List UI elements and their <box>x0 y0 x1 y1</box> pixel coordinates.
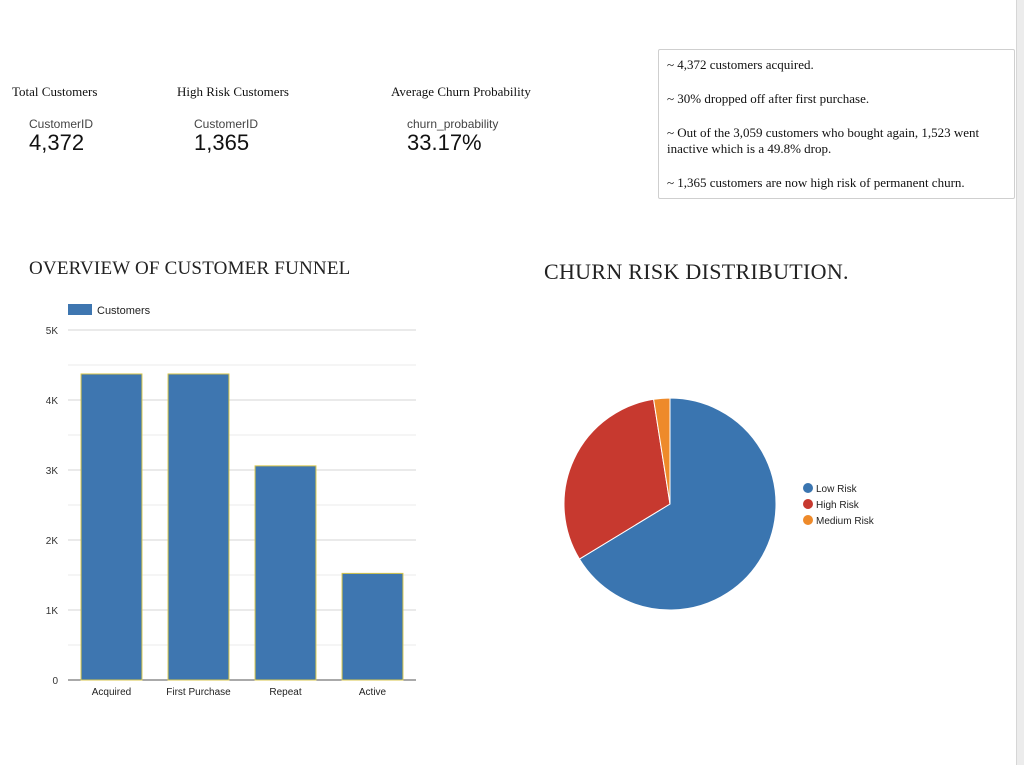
legend-swatch <box>803 515 813 525</box>
pie-slice <box>578 397 777 611</box>
insight-line: ~ 1,365 customers are now high risk of p… <box>667 175 965 190</box>
bar <box>80 373 143 681</box>
funnel-chart-title: OVERVIEW OF CUSTOMER FUNNEL <box>29 258 351 279</box>
y-tick-label: 1K <box>46 606 59 617</box>
kpi-value: 1,365 <box>194 130 250 155</box>
pie-slice <box>563 398 671 560</box>
kpi-average-churn-probability: Average Churn Probability churn_probabil… <box>391 84 531 155</box>
kpi-value: 4,372 <box>29 130 85 155</box>
x-tick-label: Acquired <box>92 687 131 698</box>
legend-label: Medium Risk <box>816 516 875 527</box>
kpi-total-customers: Total Customers CustomerID 4,372 <box>12 84 97 155</box>
kpi-field-label: churn_probability <box>407 117 499 131</box>
x-tick-label: First Purchase <box>166 687 231 698</box>
y-tick-label: 4K <box>46 396 59 407</box>
kpi-title: High Risk Customers <box>177 84 289 99</box>
kpi-field-label: CustomerID <box>194 117 259 131</box>
legend-swatch <box>803 483 813 493</box>
kpi-high-risk-customers: High Risk Customers CustomerID 1,365 <box>177 84 289 155</box>
insight-line: ~ Out of the 3,059 customers who bought … <box>667 125 980 156</box>
y-tick-label: 2K <box>46 536 59 547</box>
kpi-value: 33.17% <box>407 130 482 155</box>
pie-chart-title: CHURN RISK DISTRIBUTION. <box>544 259 849 284</box>
legend-swatch <box>803 499 813 509</box>
insight-line: ~ 4,372 customers acquired. <box>667 57 814 72</box>
kpi-title: Average Churn Probability <box>391 84 531 99</box>
bar <box>341 572 404 681</box>
y-tick-label: 0 <box>52 676 58 687</box>
legend-label: Customers <box>97 305 151 317</box>
pie-slice <box>653 397 671 505</box>
insight-line: ~ 30% dropped off after first purchase. <box>667 91 870 106</box>
y-tick-label: 5K <box>46 326 59 337</box>
legend-swatch <box>68 304 92 315</box>
kpi-title: Total Customers <box>12 84 98 99</box>
churn-risk-pie-chart: Low Risk High Risk Medium Risk <box>563 397 875 611</box>
y-tick-label: 3K <box>46 466 59 477</box>
legend-label: High Risk <box>816 500 860 511</box>
bar <box>167 373 230 681</box>
bar <box>254 465 317 681</box>
legend-label: Low Risk <box>816 484 858 495</box>
funnel-bar-chart: Customers 0 1K 2K 3K 4K 5K Acquired First Purcha… <box>46 304 416 698</box>
window-edge <box>1016 0 1024 765</box>
x-tick-label: Active <box>359 687 387 698</box>
insights-panel: ~ 4,372 customers acquired. ~ 30% droppe… <box>658 49 1015 199</box>
x-tick-label: Repeat <box>269 687 301 698</box>
kpi-field-label: CustomerID <box>29 117 94 131</box>
